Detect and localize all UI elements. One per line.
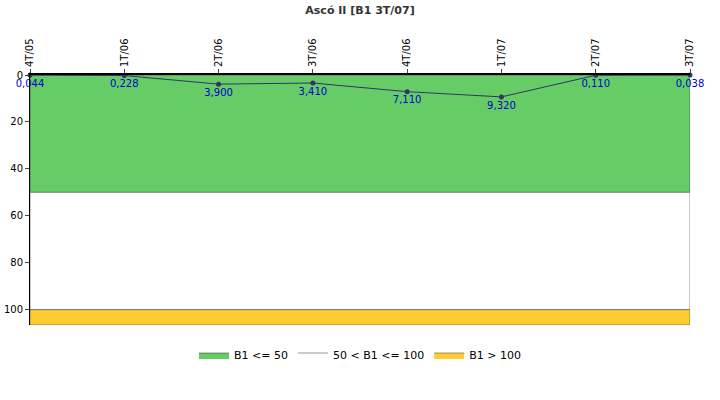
svg-text:1T/07: 1T/07 <box>496 38 507 67</box>
svg-text:60: 60 <box>10 210 23 221</box>
svg-text:0,038: 0,038 <box>676 78 705 89</box>
svg-text:3T/07: 3T/07 <box>684 38 695 67</box>
svg-text:1T/06: 1T/06 <box>119 38 130 67</box>
svg-text:50 < B1 <= 100: 50 < B1 <= 100 <box>333 349 424 362</box>
svg-text:B1 > 100: B1 > 100 <box>469 349 521 362</box>
svg-text:3T/06: 3T/06 <box>307 38 318 67</box>
svg-text:40: 40 <box>10 163 23 174</box>
svg-text:0,228: 0,228 <box>110 78 139 89</box>
svg-text:2T/06: 2T/06 <box>213 38 224 67</box>
svg-text:9,320: 9,320 <box>487 100 516 111</box>
svg-text:0,044: 0,044 <box>16 78 45 89</box>
svg-text:80: 80 <box>10 257 23 268</box>
svg-text:0,110: 0,110 <box>581 78 610 89</box>
svg-text:100: 100 <box>4 304 23 315</box>
svg-text:20: 20 <box>10 116 23 127</box>
svg-text:0: 0 <box>17 70 23 81</box>
svg-text:3,410: 3,410 <box>299 86 328 97</box>
svg-text:3,900: 3,900 <box>204 87 233 98</box>
svg-text:2T/07: 2T/07 <box>590 38 601 67</box>
svg-text:Ascó II [B1 3T/07]: Ascó II [B1 3T/07] <box>305 4 414 17</box>
svg-text:B1 <= 50: B1 <= 50 <box>234 349 288 362</box>
svg-text:7,110: 7,110 <box>393 94 422 105</box>
svg-text:4T/05: 4T/05 <box>24 38 35 67</box>
svg-text:4T/06: 4T/06 <box>401 38 412 67</box>
